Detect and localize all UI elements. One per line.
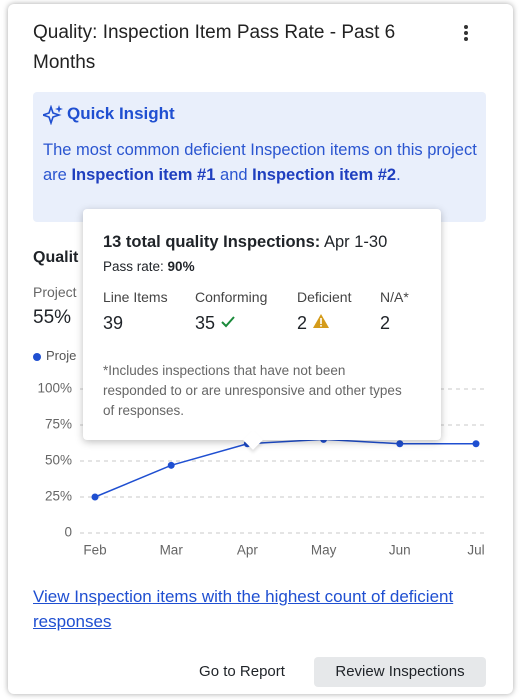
stat-column: N/A* 2 xyxy=(380,289,409,334)
stat-value: 39 xyxy=(103,313,124,333)
x-tick-label: May xyxy=(311,543,337,558)
stat-label: N/A* xyxy=(380,289,409,305)
insight-text-part: and xyxy=(220,166,248,184)
tooltip-title: 13 total quality Inspections: Apr 1-30 xyxy=(103,233,387,252)
data-point xyxy=(472,440,480,448)
x-tick-label: Apr xyxy=(237,543,259,558)
tooltip-heading: 13 total quality Inspections: xyxy=(103,233,321,251)
insight-item[interactable]: Inspection item #1 xyxy=(71,166,216,184)
pass-rate-label: Pass rate: xyxy=(103,259,164,274)
stat-value-row: 2 xyxy=(297,313,351,334)
series-line xyxy=(94,438,476,498)
stat-value-row: 35 xyxy=(195,313,267,334)
sparkle-icon xyxy=(43,105,63,125)
pass-rate-value: 90% xyxy=(167,259,195,274)
more-menu[interactable] xyxy=(462,24,470,44)
stat-value: 2 xyxy=(380,313,391,333)
details-link[interactable]: View Inspection items with the highest c… xyxy=(33,587,454,631)
section-title: Qualit xyxy=(33,249,79,266)
metric-label: Project xyxy=(33,284,77,300)
y-tick-label: 50% xyxy=(45,453,72,468)
tooltip-footnote: *Includes inspections that have not been… xyxy=(103,363,402,418)
warning-icon xyxy=(313,314,330,328)
review-inspections-button[interactable]: Review Inspections xyxy=(314,657,486,687)
y-tick-label: 25% xyxy=(45,489,72,504)
data-point xyxy=(167,461,175,469)
x-tick-label: Feb xyxy=(83,543,106,558)
insight-text-part: The most common deficient Inspection ite… xyxy=(43,141,477,184)
x-tick-label: Mar xyxy=(160,543,184,558)
stat-value: 35 xyxy=(195,313,216,333)
insight-text-part: . xyxy=(396,166,401,184)
legend-label: Proje xyxy=(46,348,77,363)
data-point xyxy=(396,440,404,448)
stat-value: 2 xyxy=(297,313,308,333)
y-tick-label: 75% xyxy=(45,417,72,432)
tooltip-period: Apr 1-30 xyxy=(323,233,388,251)
go-to-report-button[interactable]: Go to Report xyxy=(199,663,285,680)
y-tick-label: 100% xyxy=(37,381,72,396)
y-tick-label: 0 xyxy=(64,525,72,540)
stat-label: Deficient xyxy=(297,289,352,305)
check-icon xyxy=(221,316,235,328)
stat-label: Conforming xyxy=(195,289,268,305)
pass-rate: Pass rate: 90% xyxy=(103,259,195,274)
tooltip: 13 total quality Inspections: Apr 1-30 P… xyxy=(83,209,441,440)
insight-heading: Quick Insight xyxy=(67,104,175,123)
insight-item[interactable]: Inspection item #2 xyxy=(252,166,397,184)
x-tick-label: Jul xyxy=(467,543,484,558)
legend: Proje xyxy=(33,348,76,363)
x-tick-label: Jun xyxy=(389,543,411,558)
stat-column: Deficient 2 xyxy=(297,289,351,334)
data-point xyxy=(91,493,99,501)
metric-value: 55% xyxy=(33,307,72,328)
insight-box: Quick Insight The most common deficient … xyxy=(33,92,486,222)
widget-title: Quality: Inspection Item Pass Rate - Pas… xyxy=(33,22,396,73)
stat-column: Line Items 39 xyxy=(103,289,168,334)
stat-column: Conforming 35 xyxy=(195,289,267,334)
legend-swatch xyxy=(33,352,41,361)
insight-text: The most common deficient Inspection ite… xyxy=(43,138,483,188)
stat-label: Line Items xyxy=(103,289,168,305)
